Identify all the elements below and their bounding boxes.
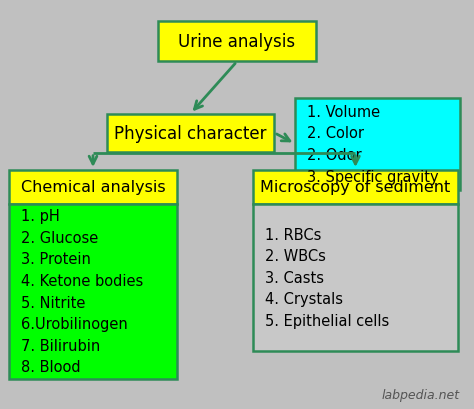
Text: labpedia.net: labpedia.net xyxy=(382,388,460,401)
Text: Physical character: Physical character xyxy=(114,124,267,142)
Text: 1. pH
2. Glucose
3. Protein
4. Ketone bodies
5. Nitrite
6.Urobilinogen
7. Biliru: 1. pH 2. Glucose 3. Protein 4. Ketone bo… xyxy=(21,209,143,375)
Text: Urine analysis: Urine analysis xyxy=(178,33,296,51)
FancyBboxPatch shape xyxy=(253,204,458,351)
FancyBboxPatch shape xyxy=(253,171,458,204)
FancyBboxPatch shape xyxy=(107,115,274,153)
Text: 1. Volume
2. Color
2. Odor
3. Specific gravity: 1. Volume 2. Color 2. Odor 3. Specific g… xyxy=(307,105,438,184)
FancyBboxPatch shape xyxy=(295,98,460,191)
FancyBboxPatch shape xyxy=(9,171,177,204)
Text: Microscopy of sediment: Microscopy of sediment xyxy=(260,180,451,195)
Text: 1. RBCs
2. WBCs
3. Casts
4. Crystals
5. Epithelial cells: 1. RBCs 2. WBCs 3. Casts 4. Crystals 5. … xyxy=(265,227,389,328)
FancyBboxPatch shape xyxy=(9,204,177,379)
Text: Chemical analysis: Chemical analysis xyxy=(21,180,165,195)
FancyBboxPatch shape xyxy=(158,22,316,62)
